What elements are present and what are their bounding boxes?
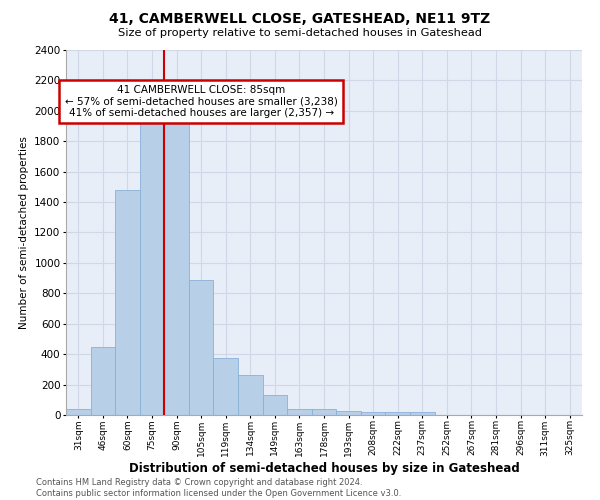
Bar <box>238 376 263 415</box>
Text: 41 CAMBERWELL CLOSE: 85sqm
← 57% of semi-detached houses are smaller (3,238)
41%: 41 CAMBERWELL CLOSE: 85sqm ← 57% of semi… <box>65 85 338 118</box>
Bar <box>410 412 434 415</box>
Bar <box>140 111 164 415</box>
Bar <box>115 190 140 415</box>
Bar <box>312 409 336 415</box>
Text: Contains HM Land Registry data © Crown copyright and database right 2024.
Contai: Contains HM Land Registry data © Crown c… <box>36 478 401 498</box>
Bar <box>287 409 312 415</box>
Text: Size of property relative to semi-detached houses in Gateshead: Size of property relative to semi-detach… <box>118 28 482 38</box>
X-axis label: Distribution of semi-detached houses by size in Gateshead: Distribution of semi-detached houses by … <box>128 462 520 475</box>
Bar <box>91 346 115 415</box>
Bar <box>361 412 385 415</box>
Text: 41, CAMBERWELL CLOSE, GATESHEAD, NE11 9TZ: 41, CAMBERWELL CLOSE, GATESHEAD, NE11 9T… <box>109 12 491 26</box>
Y-axis label: Number of semi-detached properties: Number of semi-detached properties <box>19 136 29 329</box>
Bar <box>214 358 238 415</box>
Bar <box>336 411 361 415</box>
Bar <box>164 111 189 415</box>
Bar <box>66 409 91 415</box>
Bar <box>385 412 410 415</box>
Bar <box>189 280 214 415</box>
Bar <box>263 395 287 415</box>
